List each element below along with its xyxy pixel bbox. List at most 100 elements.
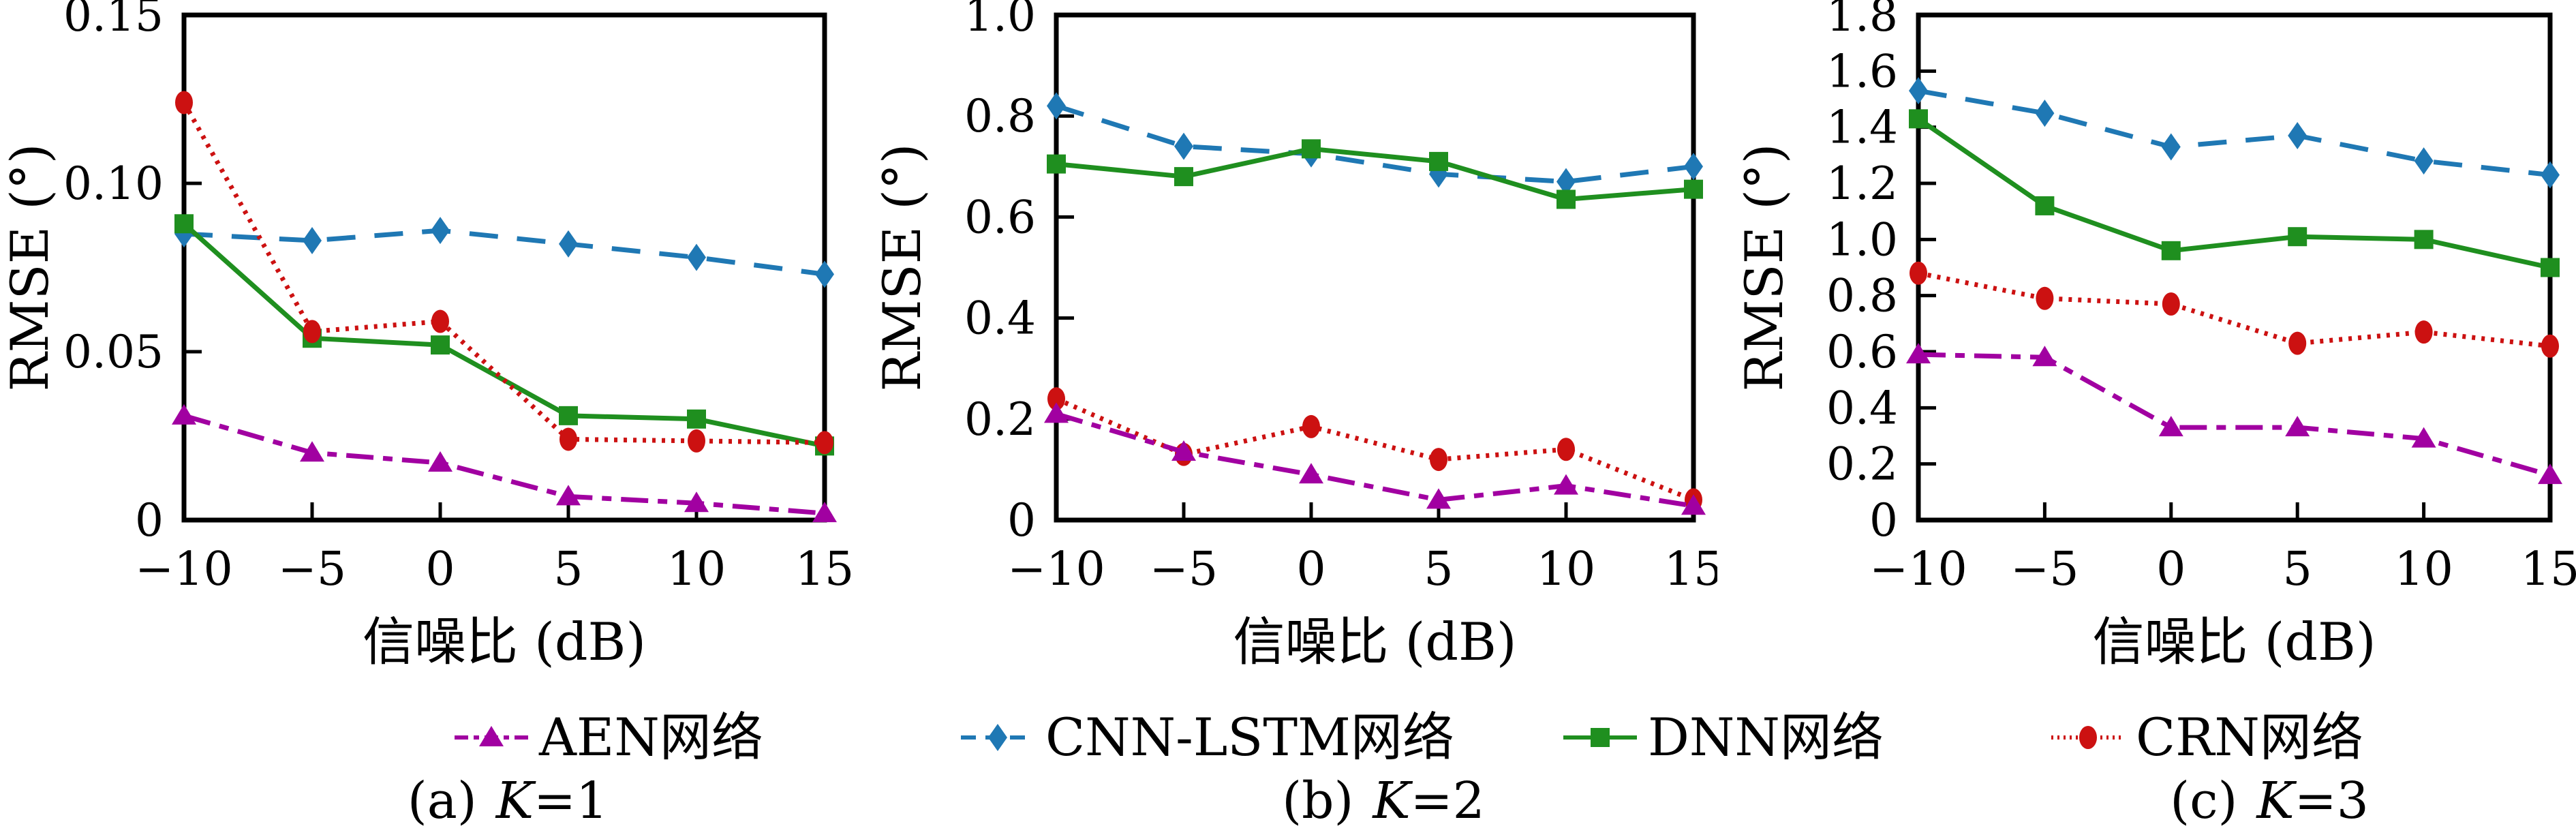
x-tick-label: −5: [1150, 543, 1218, 596]
series-marker-CNN-LSTM: [431, 217, 450, 245]
series-line-CNN-LSTM: [1918, 88, 2551, 178]
y-axis-label: RMSE (°): [1734, 143, 1794, 391]
caption-c-index: (c): [2170, 772, 2238, 830]
series-marker-DNN: [1429, 151, 1448, 171]
y-axis-label: RMSE (°): [0, 143, 60, 391]
x-axis-label: 信噪比 (dB): [2093, 611, 2376, 672]
y-tick-label: 0: [135, 494, 164, 547]
series-line-DNN: [1917, 117, 2551, 270]
series-marker-CRN: [1557, 438, 1575, 461]
x-tick-label: −10: [1869, 543, 1967, 596]
y-axis-label: RMSE (°): [872, 143, 932, 391]
x-tick-label: −5: [278, 543, 346, 596]
x-tick-label: 10: [2394, 543, 2453, 596]
y-tick-label: 0.2: [964, 393, 1036, 446]
series-marker-AEN: [1426, 488, 1451, 509]
series-line-CRN: [181, 101, 825, 445]
series-marker-CNN-LSTM: [2414, 147, 2434, 175]
y-tick-label: 0.8: [1826, 270, 1898, 322]
series-marker-CRN: [2541, 334, 2559, 358]
series-marker-CRN: [1910, 261, 1927, 285]
series-line-DNN: [1056, 146, 1694, 202]
x-tick-label: 5: [2283, 543, 2312, 596]
series-marker-CNN-LSTM: [559, 230, 578, 258]
series-marker-CNN-LSTM: [2288, 122, 2307, 150]
series-marker-AEN: [1171, 440, 1196, 461]
x-tick-label: 15: [795, 543, 855, 596]
series-marker-CRN: [2288, 331, 2307, 355]
x-tick-label: 10: [1537, 543, 1596, 596]
series-marker-DNN: [687, 409, 706, 429]
plot-border: [1054, 12, 1696, 523]
legend-label-aen: AEN网络: [539, 707, 763, 767]
chart-panel-c: 0 0.2 0.4 0.6 0.8 1.0 1.2 1.4 1.6 1.8 −10 −5 0 5 10 15 R…: [1717, 0, 2576, 682]
series-marker-CNN-LSTM: [303, 226, 322, 254]
series-marker-CNN-LSTM: [1047, 92, 1066, 120]
caption-c: (c) K=3: [2170, 776, 2369, 826]
x-tick-label: −5: [2010, 543, 2079, 596]
series-marker-CRN: [1302, 414, 1320, 438]
series-marker-AEN: [1906, 343, 1931, 364]
legend-marker-DNN: [1591, 728, 1610, 747]
y-tick-label: 0.10: [63, 157, 164, 210]
series-line-AEN: [183, 413, 825, 516]
series-marker-CNN-LSTM: [1684, 153, 1703, 181]
series-marker-DNN: [1174, 167, 1193, 187]
legend-item-crn: CRN网络: [2050, 707, 2363, 767]
series-marker-DNN: [174, 214, 194, 234]
series-marker-DNN: [1684, 179, 1703, 199]
series-line-AEN: [1056, 412, 1694, 508]
series-marker-AEN: [428, 451, 453, 472]
x-tick-label: 0: [2156, 543, 2186, 596]
series-marker-DNN: [2161, 241, 2181, 260]
charts-row: 0 0.05 0.10 0.15 −10 −5 0 5 10 15 RMSE (°) 信噪比 (dB)…: [0, 0, 2576, 682]
series-marker-CRN: [688, 429, 705, 453]
legend-item-dnn: DNN网络: [1562, 707, 1884, 767]
series-line-CNN-LSTM: [1055, 104, 1694, 185]
series-marker-AEN: [1681, 494, 1706, 515]
series-marker-AEN: [2158, 416, 2183, 437]
aen-line-marker-icon: [455, 726, 528, 746]
caption-c-eq: =3: [2294, 772, 2369, 830]
series-line-CRN: [1918, 271, 2551, 349]
legend-label-cnn-lstm: CNN-LSTM网络: [1045, 707, 1454, 767]
series-marker-DNN: [1302, 139, 1321, 159]
x-tick-label: −10: [1007, 543, 1105, 596]
x-tick-label: 15: [1664, 543, 1717, 596]
series-marker-CRN: [1430, 448, 1447, 472]
series-marker-AEN: [1299, 463, 1323, 484]
x-tick-label: 5: [553, 543, 583, 596]
series-marker-AEN: [300, 441, 324, 462]
legend-item-cnn-lstm: CNN-LSTM网络: [960, 707, 1454, 767]
y-tick-label: 1.4: [1826, 102, 1898, 154]
series-marker-AEN: [1044, 402, 1069, 423]
caption-b-index: (b): [1282, 772, 1354, 830]
series-marker-CNN-LSTM: [2035, 100, 2055, 127]
series-marker-AEN: [812, 502, 837, 523]
caption-a-k: K: [495, 772, 534, 830]
series-marker-AEN: [2032, 346, 2057, 367]
series-marker-CRN: [2162, 292, 2180, 316]
series-marker-AEN: [1554, 474, 1578, 495]
chart-k3: 00.20.40.60.81.01.21.41.61.8−10 −5 0 5 10 15R…: [1734, 0, 2576, 672]
chart-k1: 0 0.05 0.10 0.15 −10 −5 0 5 10 15 RMSE (°) 信噪比 (dB): [0, 0, 855, 672]
caption-a-index: (a): [407, 772, 477, 830]
series-marker-CRN: [816, 431, 833, 455]
y-tick-label: 1.8: [1826, 0, 1898, 42]
legend-marker-CNN-LSTM: [988, 724, 1007, 751]
y-tick-label: 0: [1869, 494, 1898, 547]
caption-c-k: K: [2256, 772, 2295, 830]
chart-panel-b: 0 0.2 0.4 0.6 0.8 1.0 −10 −5 0 5 10 15 RMSE (°) 信噪比 (…: [859, 0, 1717, 682]
series-marker-DNN: [2414, 230, 2434, 249]
series-marker-CNN-LSTM: [815, 260, 834, 288]
x-axis-label: 信噪比 (dB): [363, 611, 646, 672]
series-marker-CNN-LSTM: [2541, 161, 2560, 189]
y-tick-label: 0.05: [63, 326, 164, 378]
series-marker-CRN: [559, 427, 577, 451]
y-tick-label: 0.6: [964, 191, 1036, 243]
crn-line-marker-icon: [2051, 726, 2125, 749]
plot-border: [1916, 12, 2553, 523]
series-line-DNN: [182, 222, 825, 448]
series-marker-CNN-LSTM: [1557, 168, 1576, 196]
y-tick-label: 0.8: [964, 90, 1036, 142]
